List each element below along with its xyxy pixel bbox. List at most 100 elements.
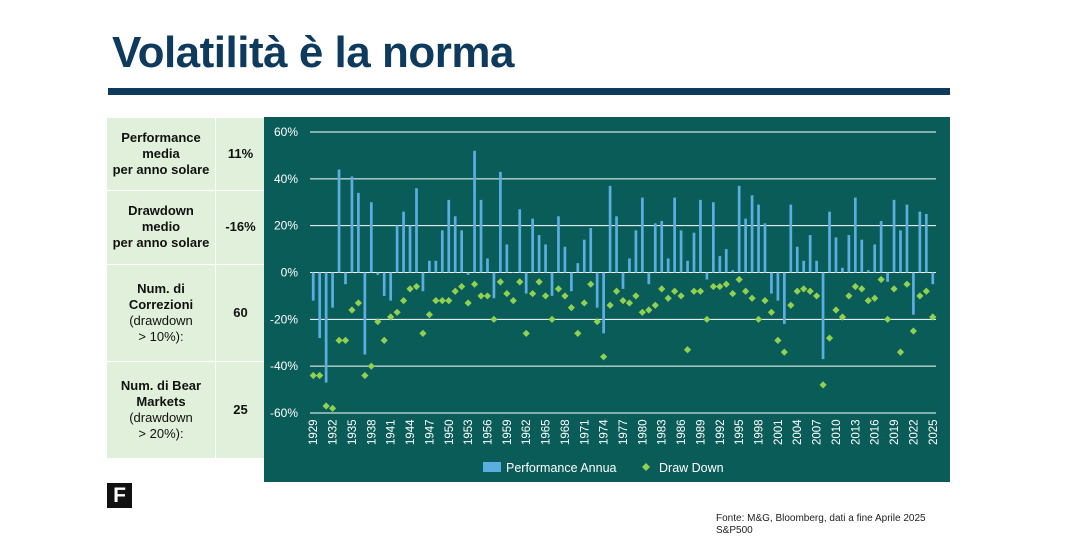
drawdown-marker [328, 404, 337, 412]
x-tick-label: 1962 [521, 419, 533, 445]
x-tick-label: 2025 [928, 419, 940, 445]
drawdown-marker [522, 329, 530, 337]
drawdown-marker [625, 299, 634, 307]
bar [821, 272, 825, 360]
drawdown-marker [496, 278, 504, 286]
x-tick-label: 1947 [424, 419, 436, 445]
y-tick-label: -60% [270, 406, 298, 420]
bar [608, 185, 612, 273]
drawdown-marker [580, 299, 588, 307]
stat-label-line: per anno solare [112, 235, 210, 251]
bar [434, 260, 438, 273]
legend-label: Performance Annua [506, 461, 617, 475]
bar [750, 195, 754, 273]
drawdown-marker [574, 329, 582, 337]
x-tick-label: 1986 [676, 419, 688, 445]
bar [899, 230, 902, 273]
drawdown-marker [858, 285, 866, 293]
stat-value: -16% [215, 190, 266, 265]
stat-label: Performance media per anno solare [106, 116, 216, 192]
stats-table: Performance media per anno solare 11% Dr… [106, 116, 266, 460]
bar [692, 232, 696, 273]
x-tick-label: 1953 [463, 419, 475, 445]
drawdown-marker [567, 304, 575, 312]
drawdown-marker [748, 294, 756, 302]
x-tick-label: 2004 [792, 419, 804, 445]
stat-value: 60 [215, 263, 266, 362]
stats-row: Num. di Bear Markets (drawdown > 20%): 2… [106, 360, 266, 460]
drawdown-marker [451, 287, 459, 295]
bar [782, 272, 786, 325]
bar [905, 204, 909, 273]
stat-label-line: Performance [121, 130, 201, 146]
stat-label-line: (drawdown [129, 312, 193, 328]
drawdown-marker [832, 306, 840, 314]
bar [318, 272, 322, 339]
bar [324, 272, 328, 383]
drawdown-marker [316, 371, 324, 380]
bar [408, 225, 412, 273]
bar [737, 185, 741, 273]
drawdown-marker [354, 299, 363, 307]
bar [621, 272, 625, 289]
drawdown-marker [529, 289, 537, 298]
bar [808, 235, 812, 273]
bar [795, 246, 799, 273]
bar [486, 258, 489, 273]
drawdown-marker [890, 285, 898, 293]
x-tick-label: 1971 [579, 419, 591, 445]
drawdown-marker [361, 371, 369, 380]
drawdown-marker [470, 280, 479, 288]
bar [757, 204, 760, 273]
bar [628, 258, 631, 273]
x-tick-label: 1977 [618, 419, 630, 445]
drawdown-marker [922, 287, 930, 295]
drawdown-marker [787, 301, 795, 309]
bar [570, 272, 573, 292]
drawdown-marker [903, 280, 911, 288]
y-tick-label: -40% [270, 359, 298, 373]
x-tick-label: 1983 [657, 419, 669, 445]
drawdown-marker [399, 297, 408, 305]
drawdown-marker [632, 292, 640, 300]
chart-svg: 60% 40% 20% 0% -20% -40% -60% 1929 1932 1935 1938 1… [270, 125, 940, 475]
drawdown-marker [477, 292, 485, 300]
drawdown-marker [909, 327, 918, 335]
bar [350, 176, 354, 273]
bar [653, 223, 657, 273]
y-tick-label: -20% [270, 312, 298, 326]
bar [453, 216, 457, 273]
bar [544, 244, 547, 273]
bar [641, 197, 644, 273]
drawdown-marker [722, 280, 730, 288]
drawdown-marker [671, 287, 679, 295]
drawdown-marker [896, 348, 905, 356]
drawdown-marker [735, 275, 743, 284]
drawdown-marker [819, 381, 827, 389]
drawdown-marker [638, 308, 646, 316]
drawdown-marker [709, 282, 717, 291]
bar [492, 272, 496, 299]
bar [337, 169, 341, 273]
bar [331, 272, 334, 308]
drawdown-marker [845, 292, 853, 300]
x-tick-label: 1992 [715, 419, 727, 445]
drawdown-marker [877, 275, 885, 284]
bar [879, 220, 883, 273]
bar [718, 256, 722, 273]
drawdown-marker [658, 285, 666, 293]
drawdown-marker [883, 315, 892, 323]
drawdown-marker [490, 315, 498, 323]
bar [705, 272, 709, 280]
bar [744, 218, 747, 273]
bar [557, 216, 560, 273]
x-tick-label: 1989 [695, 419, 707, 445]
bar [789, 204, 793, 273]
bar [505, 244, 509, 273]
bar [634, 230, 638, 273]
drawdown-marker [761, 297, 769, 305]
bar [918, 211, 922, 273]
stat-label-line: Correzioni [128, 296, 194, 312]
bar [479, 199, 483, 273]
drawdown-marker [425, 311, 433, 319]
